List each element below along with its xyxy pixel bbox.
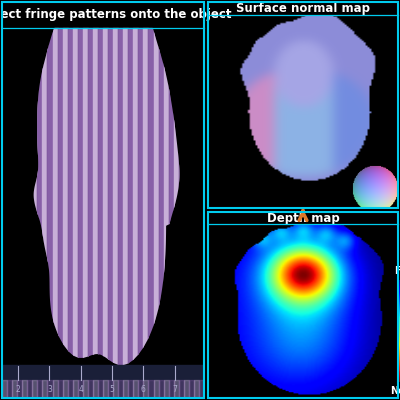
Bar [32,380,37,398]
Bar [98,28,103,398]
Bar [73,380,78,398]
Bar [164,28,169,398]
Bar [7,380,12,398]
Bar [103,28,108,398]
Bar [128,380,133,398]
Bar [2,365,204,398]
Bar [128,28,133,398]
Bar [27,380,32,398]
Bar [98,380,103,398]
Bar [17,28,22,398]
Text: 6: 6 [141,385,146,394]
Bar [78,28,83,398]
Bar [27,28,32,398]
Bar [88,28,93,398]
Bar [93,380,98,398]
Text: Surface normal map: Surface normal map [236,2,370,15]
Text: 4: 4 [78,385,83,394]
Text: Far: Far [394,266,400,276]
Bar [179,380,184,398]
Bar [83,28,88,398]
Text: Depth map: Depth map [267,212,339,224]
Bar [108,380,113,398]
Bar [189,28,194,398]
Bar [194,28,199,398]
Bar [148,28,154,398]
Bar [123,380,128,398]
Bar [93,28,98,398]
Bar [32,28,37,398]
Text: Project fringe patterns onto the object: Project fringe patterns onto the object [0,8,232,21]
Bar [58,28,62,398]
Bar [7,28,12,398]
Bar [42,28,48,398]
Bar [158,380,164,398]
Bar [179,28,184,398]
Bar [48,380,52,398]
Bar [199,380,204,398]
Bar [68,380,73,398]
Bar [12,380,17,398]
Bar [113,28,118,398]
Bar [68,28,73,398]
Bar [189,380,194,398]
Text: Near: Near [390,386,400,396]
Bar [22,380,27,398]
Bar [169,380,174,398]
Bar [37,28,42,398]
Bar [199,28,204,398]
Bar [154,380,158,398]
Bar [174,28,179,398]
Bar [58,380,63,398]
Bar [73,28,78,398]
Bar [12,28,17,398]
Bar [133,380,138,398]
Bar [88,380,93,398]
Bar [118,28,123,398]
Bar [184,28,189,398]
Bar [164,380,169,398]
Bar [138,380,144,398]
Bar [174,380,179,398]
Bar [143,380,148,398]
Bar [143,28,148,398]
Bar [113,380,118,398]
Bar [154,28,158,398]
Bar [2,28,7,398]
Bar [194,380,199,398]
Bar [62,28,68,398]
Bar [103,380,108,398]
Bar [123,28,128,398]
Text: 7: 7 [172,385,177,394]
Bar [108,28,113,398]
Bar [52,28,58,398]
Bar [83,380,88,398]
Bar [22,28,27,398]
Bar [52,380,58,398]
Bar [148,380,154,398]
Bar [169,28,174,398]
Bar [138,28,144,398]
Text: 5: 5 [110,385,114,394]
Bar [184,380,189,398]
Bar [62,380,68,398]
Bar [78,380,83,398]
Bar [37,380,42,398]
Bar [42,380,48,398]
Bar [118,380,123,398]
Bar [17,380,22,398]
Bar [48,28,52,398]
Bar [2,380,7,398]
Bar [158,28,164,398]
Text: 2: 2 [16,385,20,394]
Text: 3: 3 [47,385,52,394]
Bar [133,28,138,398]
